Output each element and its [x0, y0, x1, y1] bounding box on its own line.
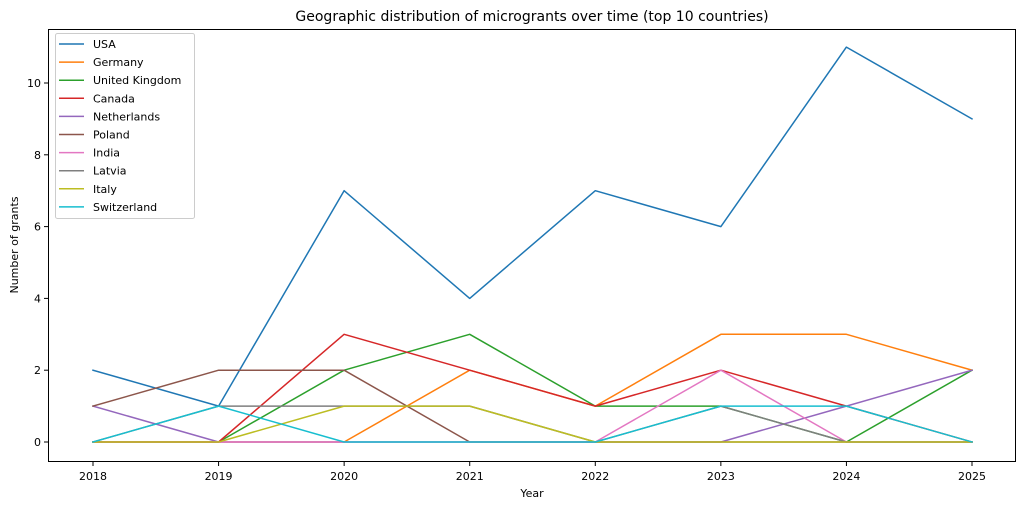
legend-label: Poland — [93, 129, 130, 142]
y-tick-label: 0 — [34, 436, 41, 449]
y-tick-label: 2 — [34, 364, 41, 377]
x-tick-label: 2021 — [456, 470, 484, 483]
chart-title: Geographic distribution of microgrants o… — [295, 9, 768, 25]
legend-label: Netherlands — [93, 110, 160, 123]
series-line-switzerland — [92, 405, 973, 443]
series-lines — [92, 46, 974, 443]
x-tick-label: 2022 — [581, 470, 609, 483]
legend-label: Italy — [93, 183, 117, 196]
x-tick-label: 2023 — [707, 470, 735, 483]
legend-label: India — [93, 147, 120, 160]
legend-item: USA — [59, 38, 116, 51]
legend-label: Latvia — [93, 165, 127, 178]
plot-frame — [48, 29, 1016, 462]
series-line-canada — [92, 333, 973, 443]
x-tick-label: 2018 — [79, 470, 107, 483]
legend-label: United Kingdom — [93, 74, 181, 87]
legend-item: Italy — [59, 183, 117, 196]
series-line-italy — [92, 405, 973, 443]
legend-label: USA — [93, 38, 116, 51]
legend-item: Poland — [59, 129, 130, 142]
y-axis-label: Number of grants — [8, 196, 21, 293]
x-axis-label: Year — [519, 487, 544, 500]
legend-item: Latvia — [59, 165, 127, 178]
legend-item: Switzerland — [59, 201, 157, 214]
legend: USA Germany United Kingdom Canada Netherland… — [55, 33, 195, 219]
legend-item: United Kingdom — [59, 74, 181, 87]
x-tick-label: 2024 — [832, 470, 860, 483]
x-tick-label: 2025 — [958, 470, 986, 483]
legend-item: Netherlands — [59, 110, 160, 123]
legend-item: Germany — [59, 56, 144, 69]
series-line-usa — [92, 46, 974, 407]
y-tick-label: 10 — [27, 77, 41, 90]
legend-box — [55, 33, 195, 219]
y-tick-label: 4 — [34, 292, 41, 305]
legend-label: Canada — [93, 92, 135, 105]
legend-label: Switzerland — [93, 201, 157, 214]
y-tick-label: 8 — [34, 149, 41, 162]
x-tick-label: 2020 — [330, 470, 358, 483]
x-axis-ticks: 2018 2019 2020 2021 2022 2023 2024 2025 — [79, 462, 986, 483]
y-axis-ticks: 0 2 4 6 8 10 — [27, 77, 48, 449]
y-tick-label: 6 — [34, 221, 41, 234]
x-tick-label: 2019 — [205, 470, 233, 483]
legend-item: India — [59, 147, 120, 160]
legend-label: Germany — [93, 56, 144, 69]
legend-item: Canada — [59, 92, 135, 105]
